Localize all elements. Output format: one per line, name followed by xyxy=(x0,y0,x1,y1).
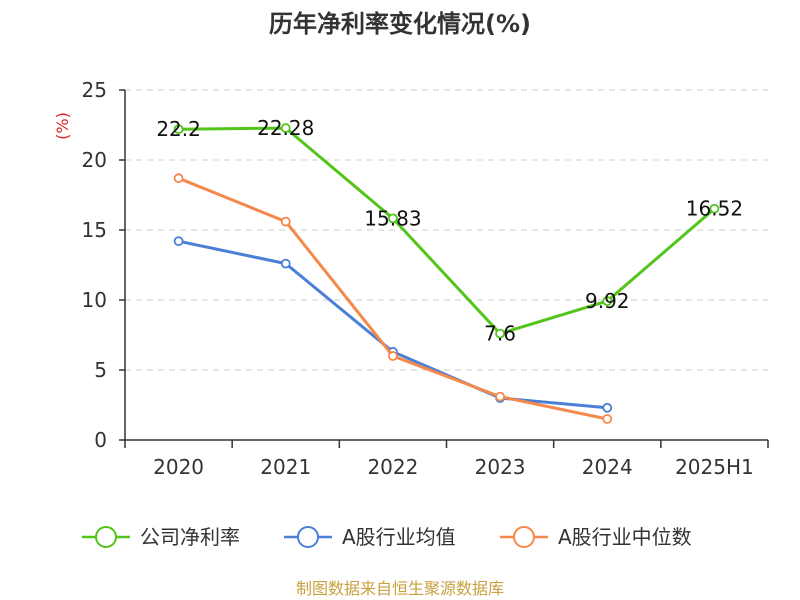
x-tick-label: 2021 xyxy=(260,455,311,479)
data-point xyxy=(602,414,613,424)
data-label: 22.28 xyxy=(257,116,314,140)
x-tick-label: 2020 xyxy=(153,455,204,479)
data-point xyxy=(173,236,184,247)
source-note: 制图数据来自恒生聚源数据库 xyxy=(296,579,504,598)
data-point xyxy=(280,123,291,133)
legend-marker xyxy=(297,526,319,548)
data-label: 15.83 xyxy=(364,206,421,230)
data-point xyxy=(495,391,505,402)
series-line-1 xyxy=(178,239,608,410)
y-axis-label: (%) xyxy=(53,112,72,140)
x-tick-label: 2025H1 xyxy=(675,455,754,479)
data-point xyxy=(280,216,291,227)
chart-title: 历年净利率变化情况(%) xyxy=(269,10,531,38)
legend-label: A股行业中位数 xyxy=(558,525,692,549)
series-line-0 xyxy=(178,126,716,336)
data-point xyxy=(602,296,613,307)
legend-marker xyxy=(513,526,535,548)
data-point xyxy=(388,213,398,224)
x-tick-label: 2024 xyxy=(582,455,633,479)
data-point xyxy=(709,203,720,214)
data-point xyxy=(495,328,505,339)
x-tick-label: 2022 xyxy=(367,455,418,479)
y-tick-label: 15 xyxy=(82,218,107,242)
y-tick-label: 10 xyxy=(82,288,107,312)
data-point xyxy=(173,173,184,184)
legend-label: A股行业均值 xyxy=(342,525,456,549)
data-point xyxy=(388,351,398,361)
data-label: 9.92 xyxy=(585,289,630,313)
data-label: 22.2 xyxy=(156,117,201,141)
y-tick-label: 0 xyxy=(94,428,107,452)
legend-marker xyxy=(95,526,117,548)
legend-label: 公司净利率 xyxy=(140,525,240,549)
y-tick-label: 25 xyxy=(82,78,107,102)
data-label: 16.52 xyxy=(686,197,743,221)
data-point xyxy=(173,124,184,135)
y-tick-label: 5 xyxy=(94,358,107,382)
y-tick-label: 20 xyxy=(82,148,107,172)
data-point xyxy=(280,258,291,269)
data-point xyxy=(602,402,613,413)
x-tick-label: 2023 xyxy=(475,455,526,479)
data-label: 7.6 xyxy=(484,322,516,346)
